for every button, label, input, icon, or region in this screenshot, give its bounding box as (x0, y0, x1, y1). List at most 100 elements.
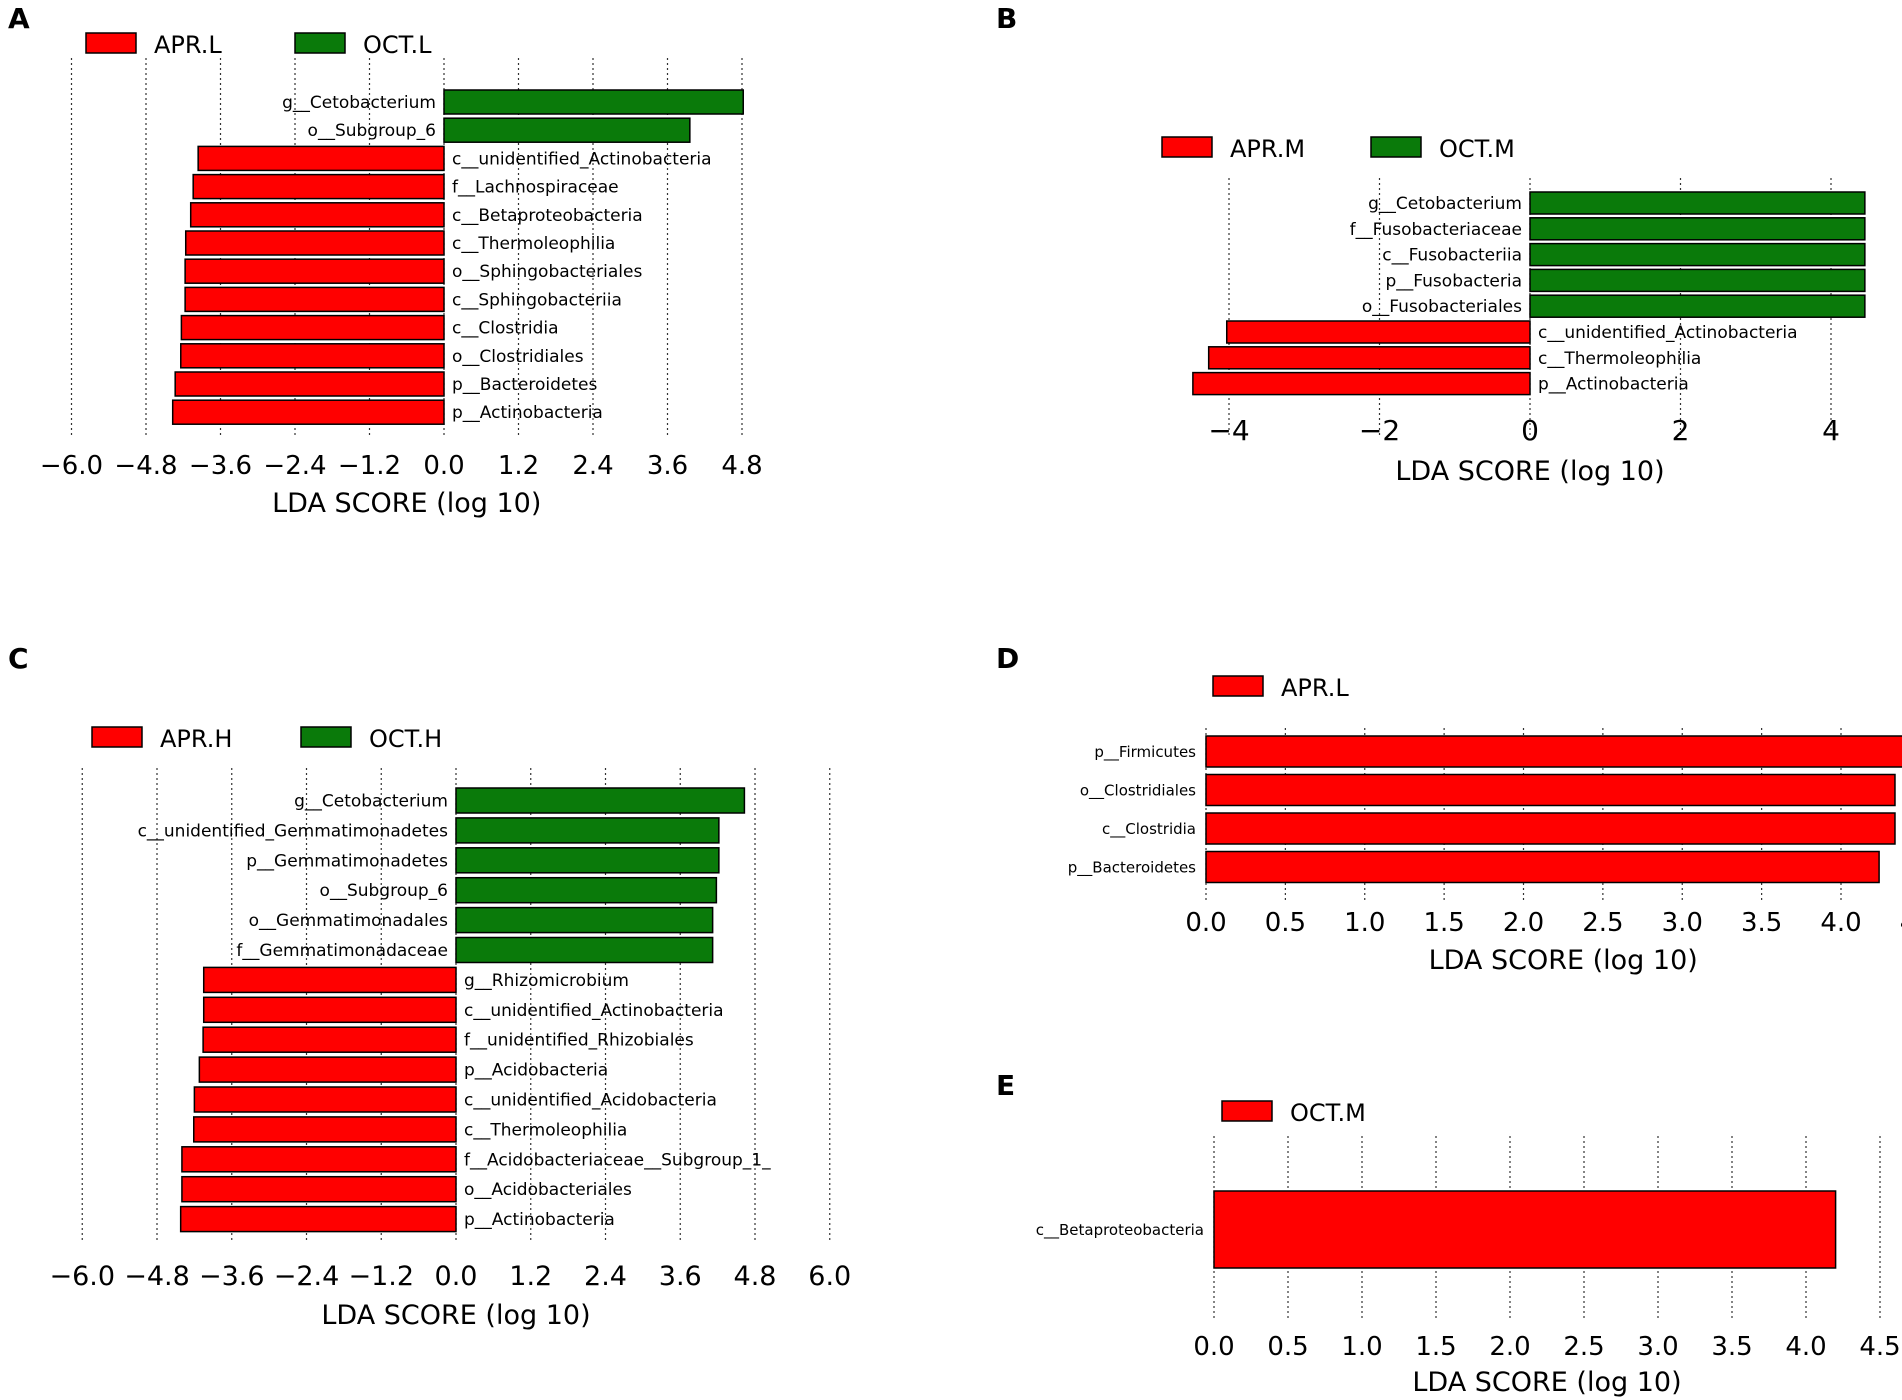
category-label: c__unidentified_Acidobacteria (464, 1090, 717, 1110)
x-axis-label: LDA SCORE (log 10) (272, 488, 541, 519)
category-label: p__Fusobacteria (1386, 271, 1522, 291)
tick-label: 4.8 (721, 451, 762, 481)
bar (1529, 294, 1866, 318)
panel-c: C APR.H OCT.H g__Cetobacterium c__unidentifi… (8, 642, 851, 1331)
tick-label: 4.5 (1859, 1332, 1900, 1362)
tick-label: −3.6 (199, 1261, 265, 1292)
panel-a: A APR.L OCT.L g__Cetobacterium o__Subgroup_6… (8, 2, 763, 519)
bar (455, 787, 746, 814)
tick-label: 0.0 (1193, 1332, 1234, 1362)
category-label: f__Fusobacteriaceae (1350, 220, 1522, 240)
category-label: p__Bacteroidetes (1068, 858, 1196, 877)
legend-label: APR.L (1281, 674, 1349, 702)
legend-label: APR.H (160, 725, 232, 753)
panel-e: E OCT.M c__Betaproteobacteria 0.0 0.5 1.0 1.5 2… (996, 1069, 1901, 1398)
tick-label: 2 (1672, 414, 1690, 447)
bar (202, 966, 457, 994)
bar (1213, 1190, 1837, 1269)
category-label: g__Rhizomicrobium (464, 971, 629, 991)
tick-label: 2.0 (1489, 1332, 1530, 1362)
panel-letter: B (996, 2, 1017, 35)
category-label: o__Acidobacteriales (464, 1180, 632, 1200)
bar (184, 230, 445, 256)
category-label: c__Thermoleophilia (464, 1120, 627, 1140)
category-label: p__Actinobacteria (1538, 375, 1689, 395)
category-label: c__Fusobacteriia (1382, 246, 1522, 266)
tick-label: −1.2 (348, 1261, 414, 1292)
tick-label: 0.0 (423, 451, 464, 481)
legend-swatch-red (1212, 675, 1264, 697)
bar (181, 1175, 457, 1203)
tick-label: 0.0 (1185, 908, 1226, 938)
category-label: o__Subgroup_6 (320, 881, 448, 901)
bar (180, 314, 445, 341)
bar (192, 173, 445, 200)
tick-label: 2.4 (572, 451, 613, 481)
panel-letter: C (8, 642, 29, 675)
category-label: c__Betaproteobacteria (1036, 1221, 1204, 1240)
tick-label: 4.0 (1820, 908, 1861, 938)
bar (193, 1116, 457, 1143)
bar (443, 89, 744, 115)
category-label: p__Acidobacteria (464, 1061, 608, 1081)
category-label: f__Acidobacteriaceae__Subgroup_1_ (464, 1150, 771, 1170)
tick-label: 0.5 (1265, 908, 1306, 938)
category-label: c__Thermoleophilia (452, 234, 615, 254)
category-label: p__Gemmatimonadetes (246, 851, 448, 871)
tick-label: 1.2 (498, 451, 539, 481)
legend-label: OCT.M (1290, 1099, 1366, 1127)
bar (455, 876, 718, 904)
panel-d: D APR.L p__Firmicutes o__Clostridiales c__Cl… (996, 642, 1902, 976)
x-axis-label: LDA SCORE (log 10) (1429, 945, 1698, 976)
bar (202, 996, 457, 1024)
panel-b: B APR.M OCT.M g__Cetobacterium f__Fusobacter… (996, 2, 1866, 487)
legend-swatch-red (1221, 1100, 1273, 1122)
bar (455, 936, 714, 964)
category-label: o__Sphingobacteriales (452, 262, 642, 282)
tick-label: 6.0 (808, 1261, 851, 1292)
tick-label: 1.0 (1341, 1332, 1382, 1362)
tick-label: 4.0 (1785, 1332, 1826, 1362)
category-label: f__Lachnospiraceae (452, 178, 619, 198)
bar (1205, 812, 1896, 845)
bar (1207, 346, 1531, 370)
tick-label: 3.6 (647, 451, 688, 481)
tick-label: 4.8 (734, 1261, 777, 1292)
category-label: c__Clostridia (452, 319, 559, 339)
tick-label: 3.0 (1637, 1332, 1678, 1362)
category-label: p__Bacteroidetes (452, 375, 597, 395)
bar (174, 371, 445, 397)
bar (1192, 371, 1531, 396)
category-label: o__Subgroup_6 (308, 121, 436, 141)
tick-label: −2.4 (274, 1261, 340, 1292)
bar (197, 145, 445, 172)
legend-swatch-green (300, 726, 352, 748)
bar (1205, 850, 1880, 884)
bar (1529, 268, 1866, 293)
tick-label: 3.6 (659, 1261, 702, 1292)
category-label: c__Clostridia (1102, 820, 1196, 839)
legend-swatch-red (85, 32, 137, 54)
bar (1529, 217, 1866, 241)
tick-label: −2 (1359, 414, 1400, 447)
tick-label: 1.0 (1344, 908, 1385, 938)
x-axis-label: LDA SCORE (log 10) (321, 1300, 590, 1331)
category-label: c__unidentified_Actinobacteria (464, 1001, 724, 1021)
category-label: c__unidentified_Actinobacteria (1538, 323, 1798, 343)
tick-label: −2.4 (263, 451, 326, 481)
category-label: g__Cetobacterium (294, 791, 448, 811)
legend-label: APR.M (1230, 135, 1305, 163)
legend-label: OCT.M (1439, 135, 1515, 163)
bar (189, 202, 445, 228)
tick-label: 4 (1822, 414, 1840, 447)
tick-label: −4.8 (114, 451, 177, 481)
bar (1529, 191, 1866, 215)
category-label: c__Sphingobacteriia (452, 290, 622, 310)
tick-label: 2.5 (1582, 908, 1623, 938)
category-label: o__Clostridiales (452, 347, 584, 367)
bar (202, 1026, 457, 1053)
legend-swatch-green (1370, 136, 1422, 158)
tick-label: 1.5 (1415, 1332, 1456, 1362)
tick-label: 1.5 (1423, 908, 1464, 938)
tick-label: 0.5 (1267, 1332, 1308, 1362)
